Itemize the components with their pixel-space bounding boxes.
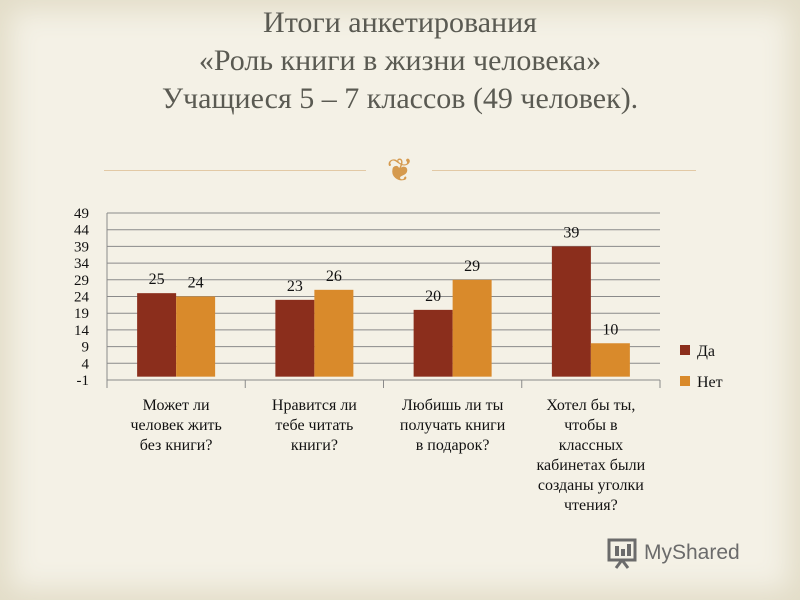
y-tick-label: 4 bbox=[82, 356, 90, 372]
data-label: 26 bbox=[326, 268, 342, 285]
y-tick-label: 34 bbox=[74, 256, 90, 272]
x-category-label-line: классных bbox=[559, 437, 623, 454]
x-category-label: Может ли человек жить без книги? bbox=[130, 397, 221, 454]
bar-net bbox=[314, 289, 354, 377]
data-label: 25 bbox=[149, 271, 165, 288]
bar-net bbox=[176, 296, 216, 377]
bar-da bbox=[413, 309, 453, 377]
y-tick-label: 19 bbox=[74, 306, 89, 322]
data-label: 20 bbox=[425, 288, 441, 305]
title-line-2: «Роль книги в жизни человека» bbox=[198, 44, 602, 77]
legend-swatch bbox=[680, 376, 690, 386]
x-category-label-line: тебе читать bbox=[275, 417, 353, 434]
y-tick-label: 24 bbox=[74, 290, 90, 306]
bar-da bbox=[551, 246, 591, 377]
y-tick-label: 49 bbox=[74, 206, 89, 222]
bar-da bbox=[137, 293, 177, 377]
x-category-label: Нравится ли тебе читать книги? bbox=[272, 397, 357, 454]
x-category-label-line: в подарок? bbox=[416, 437, 490, 454]
ornament-icon: ❦ bbox=[386, 152, 414, 188]
bar-net bbox=[590, 343, 630, 377]
y-tick-label: 14 bbox=[74, 323, 90, 339]
legend-entry: Да bbox=[697, 343, 715, 360]
x-category-label-line: кабинетах были bbox=[537, 457, 646, 474]
data-label: 24 bbox=[188, 275, 204, 292]
data-label: 23 bbox=[287, 278, 303, 295]
divider-right bbox=[432, 170, 696, 171]
x-category-label-line: Хотел бы ты, bbox=[546, 397, 635, 414]
x-category-label-line: получать книги bbox=[400, 417, 506, 434]
title-line-3: Учащиеся 5 – 7 классов (49 человек). bbox=[161, 82, 639, 115]
y-tick-label: -1 bbox=[77, 373, 90, 389]
y-tick-label: 9 bbox=[82, 340, 90, 356]
data-label: 29 bbox=[464, 258, 480, 275]
divider-left bbox=[104, 170, 366, 171]
x-category-label-line: Любишь ли ты bbox=[402, 397, 504, 414]
x-category-label-line: чтобы в bbox=[564, 417, 618, 434]
x-category-label-line: созданы уголки bbox=[538, 477, 644, 494]
bar-da bbox=[275, 299, 315, 377]
y-tick-label: 29 bbox=[74, 273, 89, 289]
x-category-label-line: человек жить bbox=[130, 417, 221, 434]
data-label: 10 bbox=[602, 321, 618, 338]
y-tick-label: 39 bbox=[74, 239, 89, 255]
watermark-text: MyShared bbox=[644, 541, 740, 564]
legend-swatch bbox=[680, 345, 690, 355]
y-tick-label: 44 bbox=[74, 223, 90, 239]
legend-entry: Нет bbox=[697, 374, 723, 391]
x-category-label-line: Нравится ли bbox=[272, 397, 357, 414]
x-category-label-line: без книги? bbox=[140, 437, 213, 454]
slide-title: Итоги анкетирования «Роль книги в жизни … bbox=[40, 4, 760, 118]
watermark: MyShared bbox=[606, 536, 776, 570]
myshared-logo-icon bbox=[607, 538, 637, 569]
bar-net bbox=[452, 279, 492, 377]
x-category-label: Любишь ли ты получать книги в подарок? bbox=[400, 397, 506, 454]
x-category-label-line: книги? bbox=[291, 437, 338, 454]
x-category-label: Хотел бы ты, чтобы в классных кабинетах был… bbox=[537, 397, 646, 514]
title-line-1: Итоги анкетирования bbox=[263, 6, 537, 39]
data-label: 39 bbox=[563, 224, 579, 241]
x-category-label-line: чтения? bbox=[564, 497, 618, 514]
x-category-label-line: Может ли bbox=[143, 397, 210, 414]
